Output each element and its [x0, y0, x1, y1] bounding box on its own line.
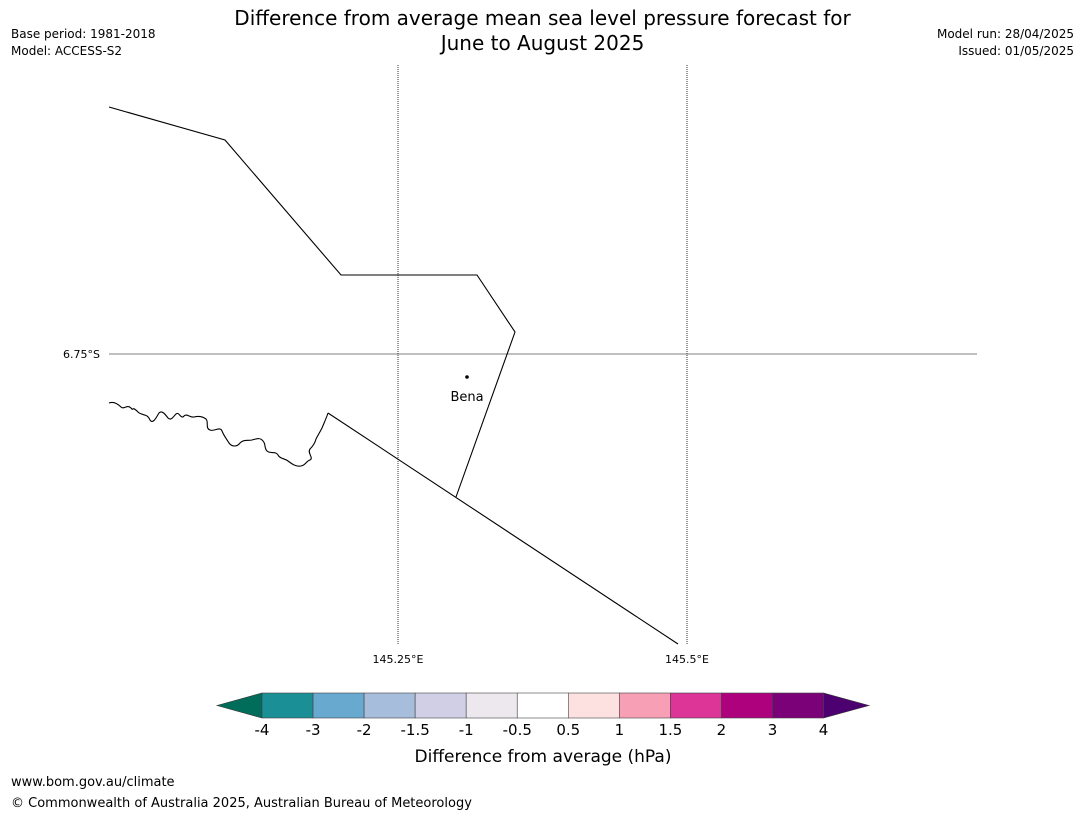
colorbar-tick-label: 4: [819, 721, 829, 739]
lon-label-145-25: 145.25°E: [373, 653, 424, 666]
colorbar-under-arrow: [215, 692, 263, 719]
colorbar-segment: [516, 692, 569, 719]
place-marker: [465, 375, 469, 379]
colorbar-segment: [721, 692, 773, 719]
colorbar-tick-label: -0.5: [503, 721, 532, 739]
river-coastline: [108, 401, 329, 467]
colorbar-tick-label: -2: [357, 721, 372, 739]
colorbar-tick-label: 2: [717, 721, 727, 739]
province-boundary-south: [327, 412, 679, 645]
place-label: Bena: [450, 390, 483, 405]
colorbar: -4 -3 -2 -1.5 -1 -0.5 0.5 1 1.5 2 3 4: [215, 692, 871, 739]
colorbar-label: Difference from average (hPa): [415, 747, 672, 767]
colorbar-tick-label: -4: [255, 721, 270, 739]
colorbar-segment: [465, 692, 518, 719]
colorbar-tick-label: -1: [459, 721, 474, 739]
colorbar-tick-label: -3: [306, 721, 321, 739]
colorbar-segment: [261, 692, 314, 719]
title-line-1: Difference from average mean sea level p…: [234, 6, 851, 30]
colorbar-tick-label: 1.5: [658, 721, 682, 739]
lon-label-145-5: 145.5°E: [665, 653, 709, 666]
model-info: Base period: 1981-2018 Model: ACCESS-S2: [11, 26, 156, 60]
colorbar-segment: [567, 692, 620, 719]
colorbar-segment: [619, 692, 671, 719]
colorbar-tick-label: 1: [615, 721, 625, 739]
colorbar-segment: [772, 692, 824, 719]
model-name: Model: ACCESS-S2: [11, 44, 123, 58]
colorbar-segment: [363, 692, 416, 719]
model-run: Model run: 28/04/2025: [936, 27, 1074, 41]
base-period: Base period: 1981-2018: [11, 27, 156, 41]
footer-url: www.bom.gov.au/climate: [11, 775, 175, 790]
footer-copyright: © Commonwealth of Australia 2025, Austra…: [11, 796, 472, 811]
colorbar-segment: [414, 692, 467, 719]
colorbar-tick-label: 0.5: [556, 721, 580, 739]
province-boundary-north: [108, 106, 516, 498]
title-line-2: June to August 2025: [440, 31, 645, 55]
colorbar-tick-label: 3: [768, 721, 778, 739]
colorbar-segment: [670, 692, 722, 719]
colorbar-tick-label: -1.5: [401, 721, 430, 739]
lat-label: 6.75°S: [63, 348, 100, 361]
issued-date: Issued: 01/05/2025: [958, 44, 1074, 58]
colorbar-segment: [312, 692, 365, 719]
run-info: Model run: 28/04/2025 Issued: 01/05/2025: [937, 26, 1074, 60]
colorbar-over-arrow: [823, 692, 871, 719]
map-title: Difference from average mean sea level p…: [0, 6, 1085, 56]
